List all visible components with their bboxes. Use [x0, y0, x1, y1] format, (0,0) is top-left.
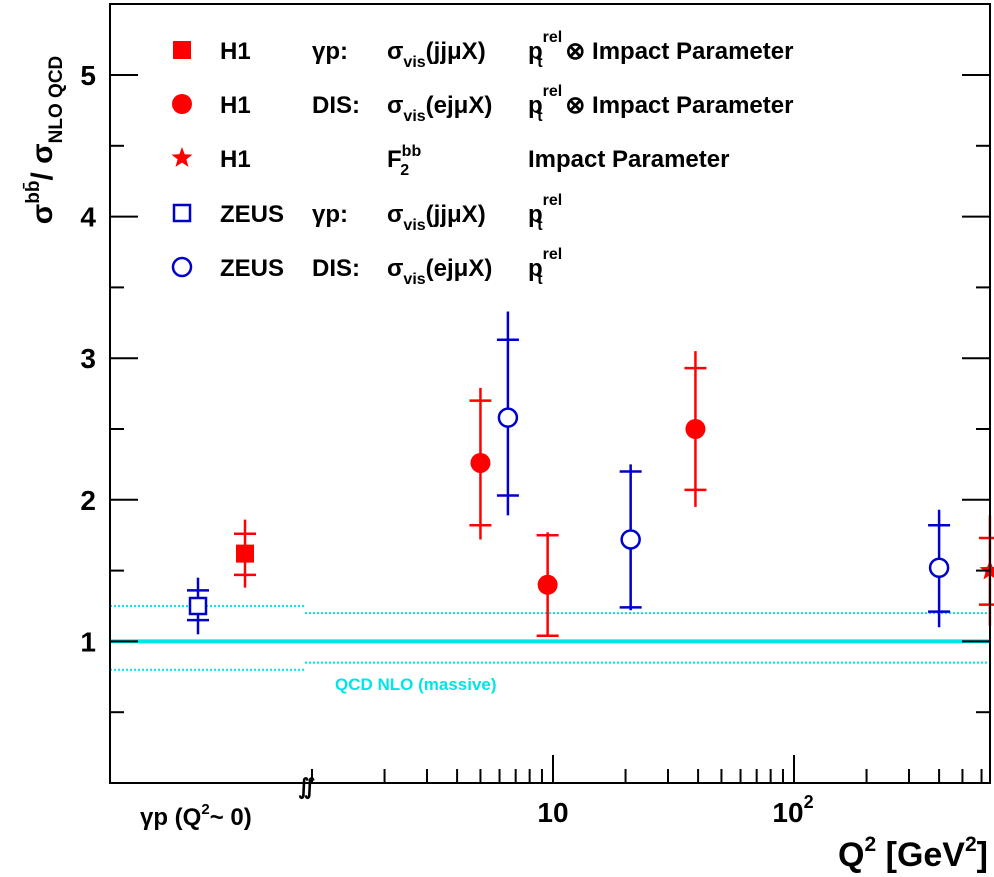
- x-axis-label-unit: [GeV: [876, 836, 965, 874]
- legend-method: prel t: [528, 192, 562, 234]
- y-axis-label-sigma: σ: [26, 204, 59, 225]
- data-point: [188, 596, 208, 616]
- legend-entry: H1 DIS: σvis(ejμX) prel t ⊗ Impact Parameter: [172, 83, 793, 125]
- axis-break-symbol: ∬: [298, 774, 315, 800]
- legend-entry: ZEUS DIS: σvis(ejμX) prel t: [171, 246, 562, 288]
- data-point: [620, 529, 641, 550]
- data-point: [236, 544, 254, 563]
- x-axis-label-unit-sup: 2: [965, 833, 977, 856]
- legend-experiment: H1: [220, 92, 251, 119]
- legend-process: γp:: [312, 201, 348, 228]
- y-axis-label-slash: / σ: [26, 143, 59, 180]
- x-axis-label: Q2 [GeV2]: [838, 833, 988, 874]
- gammap-label-b: ~ 0): [210, 804, 252, 831]
- legend-method: prel t ⊗ Impact Parameter: [528, 83, 793, 125]
- legend-marker: [173, 41, 191, 59]
- legend-observable: σvis(ejμX): [387, 255, 492, 288]
- legend-marker: [172, 94, 192, 114]
- legend-experiment: ZEUS: [220, 255, 284, 282]
- legend-observable: σvis(jjμX): [387, 38, 486, 71]
- axis-ticks: 1 2 3 4 5: [80, 60, 990, 783]
- legend-experiment: ZEUS: [220, 201, 284, 228]
- legend-entry: H1 Fbb 2 Impact Parameter: [171, 143, 729, 179]
- nlo-band: [110, 605, 990, 671]
- x-tick-label-gammap: γp (Q2~ 0): [140, 801, 252, 831]
- svg-text:σbb̄/ σNLO QCD: σbb̄/ σNLO QCD: [23, 56, 67, 225]
- y-axis-label: σbb̄/ σNLO QCD: [23, 56, 67, 225]
- legend-observable: σvis(jjμX): [387, 201, 486, 234]
- legend-method: prel t ⊗ Impact Parameter: [528, 29, 793, 71]
- data-point: [979, 559, 994, 580]
- legend-method: Impact Parameter: [528, 146, 729, 173]
- x-axis-label-unit-close: ]: [977, 836, 988, 874]
- y-tick-label: 2: [80, 485, 96, 516]
- legend-entry: H1 γp: σvis(jjμX) prel t ⊗ Impact Parameter: [173, 29, 793, 71]
- y-axis-label-sub: NLO QCD: [46, 56, 67, 144]
- legend-observable: Fbb 2: [387, 143, 421, 179]
- data-point: [497, 407, 519, 428]
- legend: H1 γp: σvis(jjμX) prel t ⊗ Impact ParameterH…: [171, 29, 793, 288]
- y-tick-label: 4: [80, 202, 96, 233]
- legend-process: γp:: [312, 38, 348, 65]
- gammap-label-sup: 2: [201, 801, 209, 818]
- legend-marker: [172, 203, 192, 223]
- legend-process: DIS:: [312, 255, 360, 282]
- x-tick-label-10: 10: [537, 797, 568, 828]
- gammap-label-a: γp (Q: [140, 804, 201, 831]
- legend-marker: [171, 147, 193, 167]
- plot-frame: [109, 3, 991, 784]
- x-axis-label-sup: 2: [864, 833, 876, 856]
- data-point: [470, 452, 491, 473]
- x-tick-label-100: 102: [772, 792, 813, 828]
- x-axis-label-q: Q: [838, 836, 864, 874]
- data-point: [685, 419, 706, 439]
- y-tick-label: 3: [80, 343, 96, 374]
- legend-process: DIS:: [312, 92, 360, 119]
- x-tick-label-100-base: 10: [772, 797, 803, 828]
- y-axis-label-bb: bb̄: [23, 181, 44, 204]
- legend-experiment: H1: [220, 146, 251, 173]
- y-tick-label: 5: [80, 60, 96, 91]
- legend-experiment: H1: [220, 38, 251, 65]
- data-point: [537, 574, 558, 595]
- legend-observable: σvis(ejμX): [387, 92, 492, 125]
- data-point: [928, 557, 950, 579]
- nlo-label: QCD NLO (massive): [335, 675, 497, 694]
- x-tick-label-100-sup: 2: [804, 792, 814, 812]
- legend-method: prel t: [528, 246, 562, 288]
- legend-entry: ZEUS γp: σvis(jjμX) prel t: [172, 192, 562, 234]
- legend-marker: [171, 256, 193, 278]
- data-points: [187, 311, 994, 637]
- y-tick-label: 1: [80, 626, 96, 657]
